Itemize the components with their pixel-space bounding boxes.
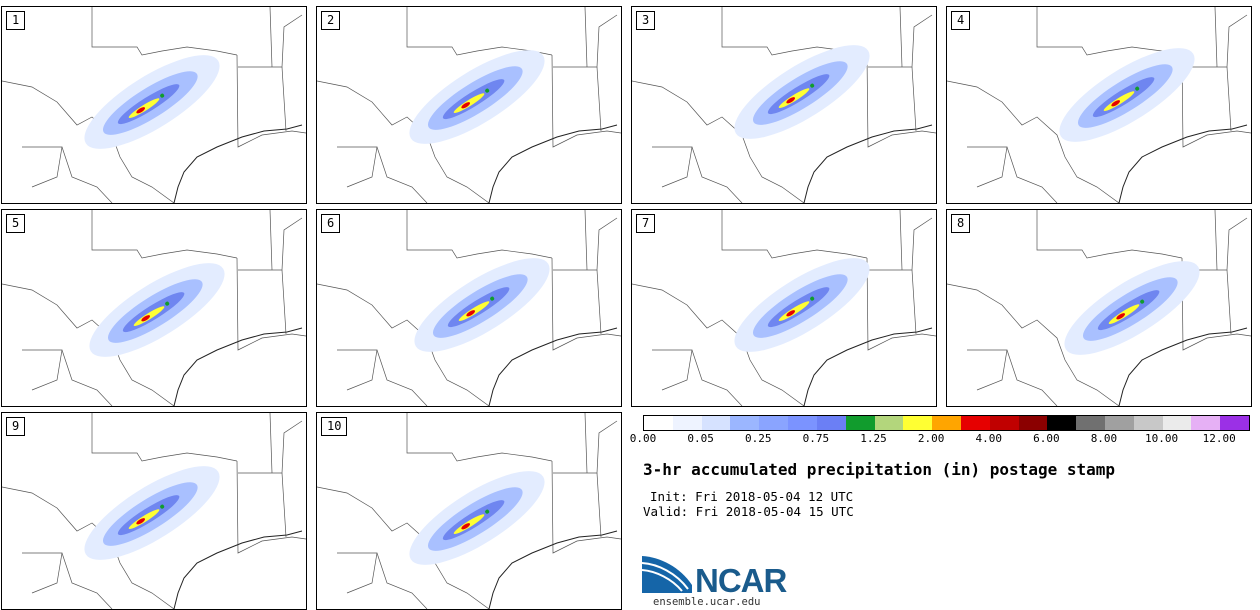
stamp-panel-6: 6	[316, 209, 622, 407]
panel-number: 8	[951, 214, 971, 233]
logo-text: NCAR	[695, 562, 787, 599]
colorbar-swatch	[1076, 416, 1105, 430]
ncar-logo-icon	[642, 556, 692, 593]
logo-url: ensemble.ucar.edu	[653, 596, 761, 608]
panel-number: 6	[321, 214, 341, 233]
colorbar-swatch	[644, 416, 673, 430]
colorbar-tick-label: 0.25	[744, 432, 772, 445]
colorbar-tick-label: 0.00	[629, 432, 657, 445]
panel-number: 1	[6, 11, 26, 30]
stamp-panel-8: 8	[946, 209, 1252, 407]
colorbar-swatch	[932, 416, 961, 430]
colorbar-tick-label: 0.05	[687, 432, 714, 445]
colorbar-tick-label: 12.00	[1202, 432, 1236, 445]
stamp-panel-7: 7	[631, 209, 937, 407]
colorbar-tick-label: 6.00	[1033, 432, 1060, 445]
colorbar-swatch	[845, 416, 875, 430]
panel-number: 2	[321, 11, 341, 30]
colorbar-swatch	[1133, 416, 1163, 430]
colorbar-swatch	[788, 416, 817, 430]
stamp-panel-9: 9	[1, 412, 307, 610]
colorbar-swatch	[1105, 416, 1134, 430]
stamp-panel-5: 5	[1, 209, 307, 407]
panel-number: 3	[636, 11, 656, 30]
colorbar-tick-label: 4.00	[975, 432, 1002, 445]
stamp-panel-10: 10	[316, 412, 622, 610]
valid-time: Valid: Fri 2018-05-04 15 UTC	[643, 504, 854, 519]
colorbar-swatch	[701, 416, 731, 430]
panel-number: 10	[321, 417, 348, 436]
panel-number: 4	[951, 11, 971, 30]
colorbar-swatch	[759, 416, 789, 430]
colorbar-swatch	[989, 416, 1019, 430]
stamp-panel-3: 3	[631, 6, 937, 204]
colorbar-tick-label: 10.00	[1145, 432, 1179, 445]
init-time: Init: Fri 2018-05-04 12 UTC	[650, 489, 854, 504]
colorbar-swatch	[1162, 416, 1192, 430]
colorbar-swatch	[903, 416, 933, 430]
colorbar-swatch	[1047, 416, 1077, 430]
colorbar-tick-label: 8.00	[1090, 432, 1118, 445]
colorbar	[643, 415, 1250, 431]
stamp-panel-2: 2	[316, 6, 622, 204]
panel-number: 5	[6, 214, 26, 233]
panel-number: 9	[6, 417, 26, 436]
colorbar-tick-label: 0.75	[802, 432, 830, 445]
colorbar-swatch	[1220, 416, 1250, 430]
colorbar-tick-label: 1.25	[860, 432, 887, 445]
panel-number: 7	[636, 214, 656, 233]
colorbar-swatch	[1018, 416, 1048, 430]
colorbar-swatch	[874, 416, 904, 430]
colorbar-swatch	[730, 416, 760, 430]
colorbar-swatch	[672, 416, 702, 430]
chart-title: 3-hr accumulated precipitation (in) post…	[643, 460, 1116, 479]
colorbar-swatch	[816, 416, 846, 430]
colorbar-swatch	[960, 416, 990, 430]
colorbar-tick-label: 2.00	[917, 432, 945, 445]
stamp-panel-4: 4	[946, 6, 1252, 204]
stamp-panel-1: 1	[1, 6, 307, 204]
colorbar-swatch	[1191, 416, 1221, 430]
